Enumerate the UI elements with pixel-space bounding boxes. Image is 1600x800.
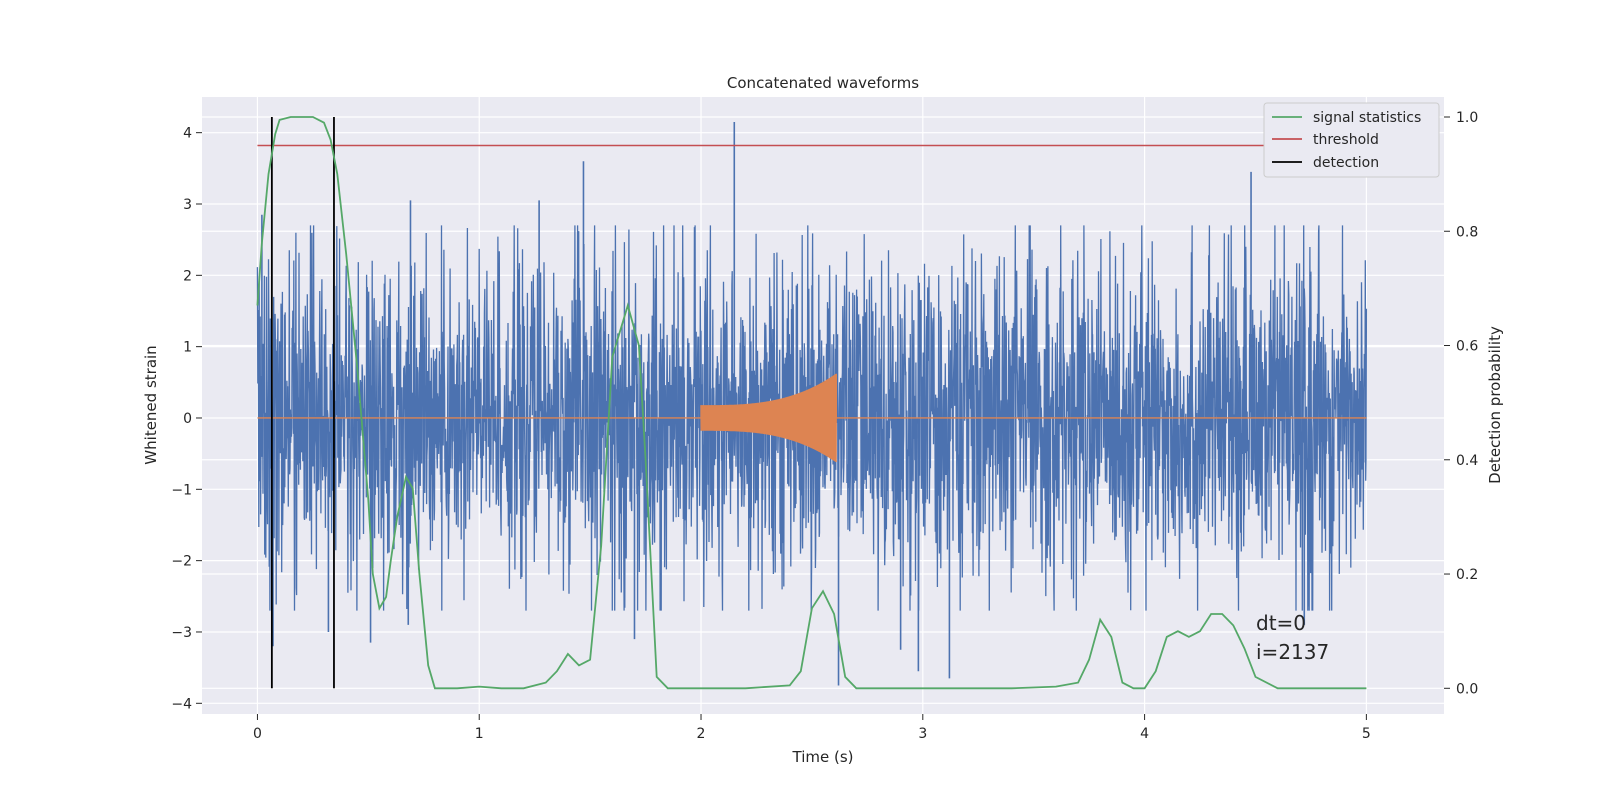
- legend-label-detection: detection: [1313, 155, 1379, 171]
- annotation-index: i=2137: [1256, 640, 1329, 664]
- y2-axis-ticks: 0.0 0.2 0.4 0.6 0.8 1.0: [1444, 110, 1478, 697]
- x-axis-title: Time (s): [792, 748, 854, 766]
- y-tick-label-1: −3: [171, 625, 192, 641]
- x-tick-label-0: 0: [253, 726, 262, 742]
- injected-waveform-series: [257, 373, 1367, 463]
- legend-label-threshold: threshold: [1313, 132, 1379, 148]
- legend: signal statistics threshold detection: [1263, 102, 1440, 178]
- y2-tick-label-1: 0.2: [1456, 567, 1478, 583]
- injected-waveform-path: [257, 373, 1367, 463]
- x-tick-label-1: 1: [475, 726, 484, 742]
- y-tick-label-8: 4: [183, 126, 192, 142]
- y2-tick-label-4: 0.8: [1456, 224, 1478, 240]
- strain-noise-series: [256, 225, 1368, 611]
- y2-axis-title: Detection probability: [1486, 326, 1504, 484]
- y-tick-label-5: 1: [183, 340, 192, 356]
- x-tick-label-3: 3: [918, 726, 927, 742]
- x-tick-label-5: 5: [1362, 726, 1371, 742]
- y-axis-ticks: −4 −3 −2 −1 0 1 2 3 4: [171, 126, 202, 712]
- y-tick-label-0: −4: [171, 696, 192, 712]
- strain-noise-path: [256, 225, 1368, 611]
- legend-box: [1263, 102, 1440, 178]
- chart-title: Concatenated waveforms: [727, 74, 919, 92]
- y2-tick-label-3: 0.6: [1456, 339, 1478, 355]
- x-tick-label-4: 4: [1140, 726, 1149, 742]
- y2-tick-label-5: 1.0: [1456, 110, 1478, 126]
- x-axis-ticks: 0 1 2 3 4 5: [253, 714, 1371, 742]
- y-tick-label-7: 3: [183, 197, 192, 213]
- y2-tick-label-0: 0.0: [1456, 681, 1478, 697]
- legend-label-signal-statistics: signal statistics: [1313, 110, 1421, 126]
- x-tick-label-2: 2: [697, 726, 706, 742]
- y-tick-label-4: 0: [183, 411, 192, 427]
- y-tick-label-3: −1: [171, 482, 192, 498]
- detection-lines: [270, 116, 335, 689]
- y-tick-label-6: 2: [183, 268, 192, 284]
- y2-tick-label-2: 0.4: [1456, 453, 1478, 469]
- y-axis-title: Whitened strain: [142, 345, 160, 464]
- y-tick-label-2: −2: [171, 554, 192, 570]
- annotation-dt: dt=0: [1256, 611, 1306, 635]
- signal-statistics-line: [256, 116, 1367, 690]
- strain-noise-peaks: [261, 121, 1306, 686]
